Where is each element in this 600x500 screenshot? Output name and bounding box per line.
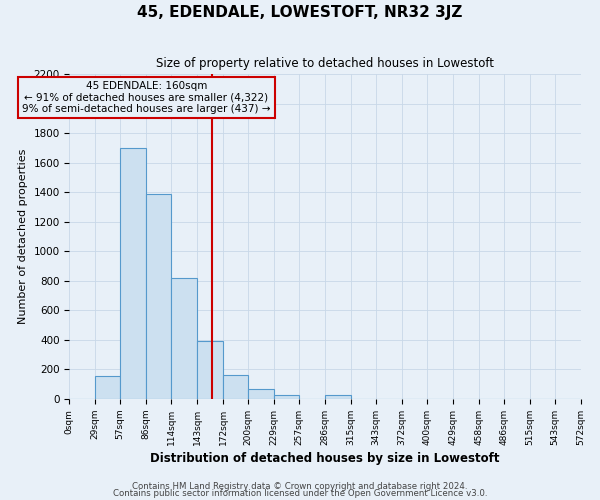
Bar (171, 278, 197, 399)
Text: Contains HM Land Registry data © Crown copyright and database right 2024.: Contains HM Land Registry data © Crown c… (132, 482, 468, 491)
X-axis label: Distribution of detached houses by size in Lowestoft: Distribution of detached houses by size … (150, 452, 500, 465)
Bar (197, 342, 223, 399)
Text: 45, EDENDALE, LOWESTOFT, NR32 3JZ: 45, EDENDALE, LOWESTOFT, NR32 3JZ (137, 5, 463, 20)
Text: Contains public sector information licensed under the Open Government Licence v3: Contains public sector information licen… (113, 489, 487, 498)
Bar (325, 396, 351, 399)
Bar (146, 194, 171, 399)
Bar (248, 390, 274, 399)
Title: Size of property relative to detached houses in Lowestoft: Size of property relative to detached ho… (156, 58, 494, 70)
Bar (120, 148, 146, 399)
Bar (95, 376, 120, 399)
Y-axis label: Number of detached properties: Number of detached properties (18, 149, 28, 324)
Text: 45 EDENDALE: 160sqm
← 91% of detached houses are smaller (4,322)
9% of semi-deta: 45 EDENDALE: 160sqm ← 91% of detached ho… (22, 81, 271, 114)
Bar (223, 376, 248, 399)
Bar (274, 394, 299, 399)
